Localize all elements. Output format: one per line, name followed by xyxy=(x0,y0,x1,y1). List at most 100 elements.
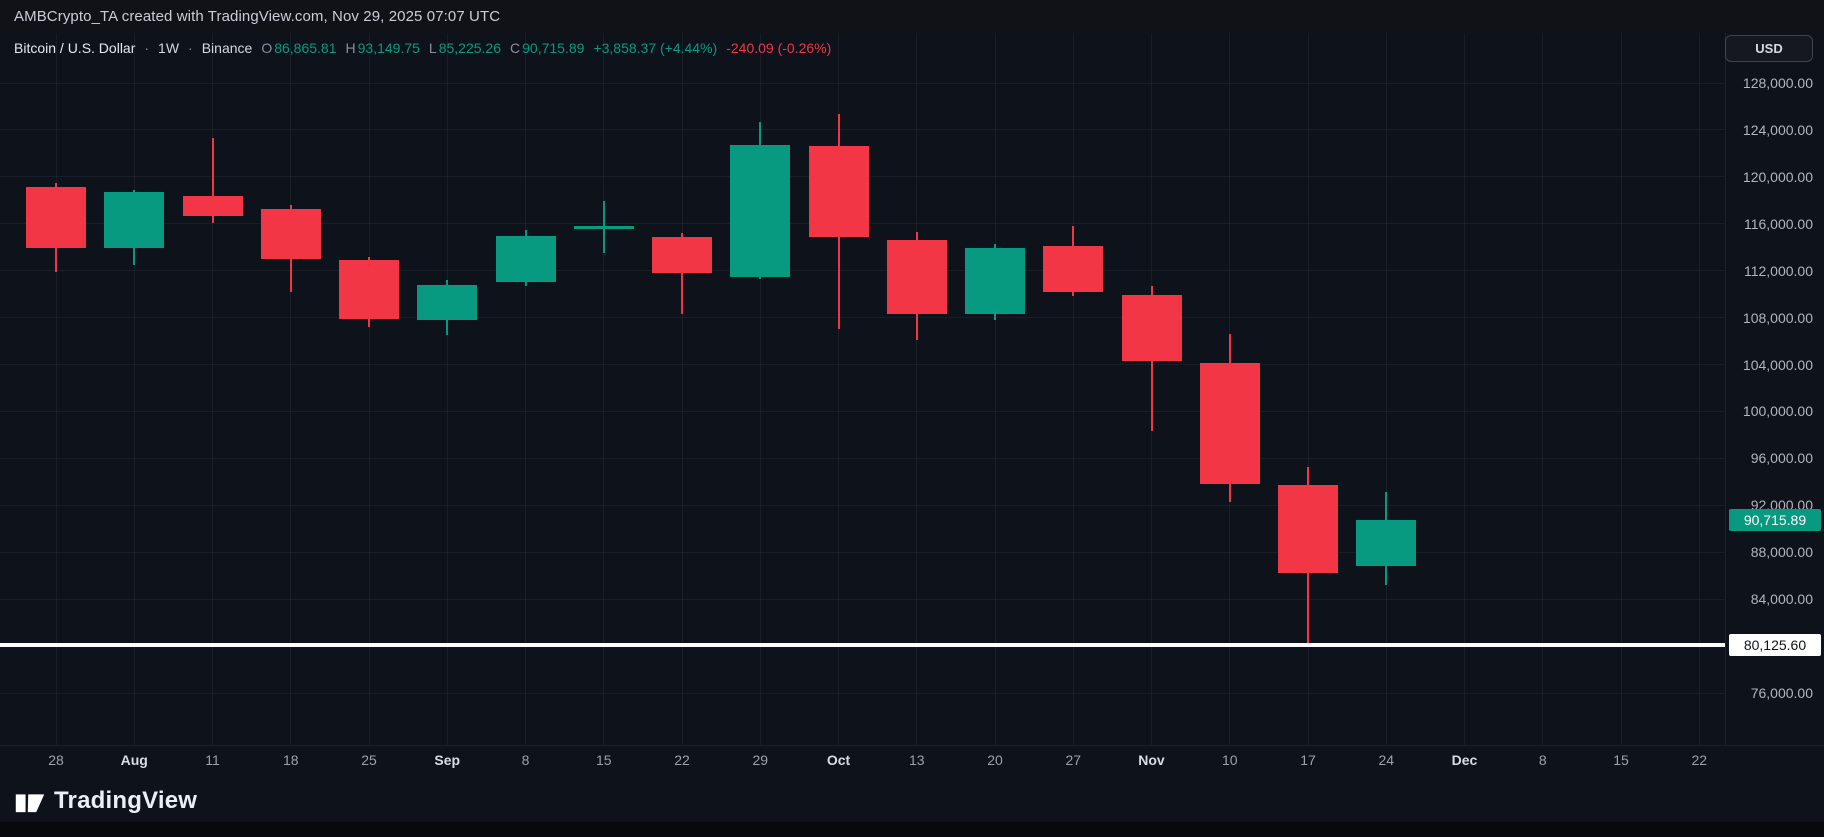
time-axis-label: Aug xyxy=(120,752,148,768)
horizontal-gridline xyxy=(0,129,1725,131)
price-axis-label: 108,000.00 xyxy=(1742,309,1813,326)
price-axis-label: 84,000.00 xyxy=(1750,591,1813,608)
horizontal-gridline xyxy=(0,82,1725,84)
price-line-label: 80,125.60 xyxy=(1729,633,1821,656)
ohlc-close: C 90,715.89 xyxy=(510,40,584,56)
time-axis-label: Oct xyxy=(826,752,851,768)
vertical-gridline xyxy=(1307,33,1309,745)
low-value: 85,225.26 xyxy=(438,40,502,56)
time-axis-label: 18 xyxy=(282,752,299,768)
price-axis-label: 104,000.00 xyxy=(1742,356,1813,373)
time-axis[interactable]: 28 Aug 11 18 25 Sep 8 15 22 29 Oct 13 20 27 Nov 10 17 24 D… xyxy=(0,745,1824,775)
high-value: 93,149.75 xyxy=(357,40,420,56)
open-value: 86,865.81 xyxy=(274,40,337,56)
symbol-name[interactable]: Bitcoin / U.S. Dollar xyxy=(14,40,136,56)
time-axis-label: 20 xyxy=(987,752,1003,768)
currency-selector-button[interactable]: USD xyxy=(1725,35,1813,62)
candle-body xyxy=(260,208,321,259)
horizontal-gridline xyxy=(0,317,1725,319)
vertical-gridline xyxy=(1385,33,1387,745)
vertical-gridline xyxy=(368,33,370,745)
tradingview-wordmark: TradingView xyxy=(54,787,198,814)
candle-body xyxy=(652,236,712,274)
candle-body xyxy=(965,248,1025,315)
time-axis-label: 17 xyxy=(1300,752,1316,768)
chart-plot-area[interactable] xyxy=(0,33,1725,745)
vertical-gridline xyxy=(1620,33,1622,745)
ohlc-low: L 85,225.26 xyxy=(429,40,501,56)
bottom-strip xyxy=(0,822,1824,837)
price-axis-label: 124,000.00 xyxy=(1742,121,1813,138)
vertical-gridline xyxy=(681,33,683,745)
attribution-text: AMBCrypto_TA created with TradingView.co… xyxy=(14,8,501,25)
horizontal-gridline xyxy=(0,270,1725,272)
price-axis-label: 88,000.00 xyxy=(1750,544,1813,561)
time-axis-label: 24 xyxy=(1378,752,1395,768)
candle-wick xyxy=(211,138,214,223)
price-axis-label: 128,000.00 xyxy=(1742,75,1813,91)
candle-body xyxy=(495,235,556,283)
price-axis-label: 76,000.00 xyxy=(1750,685,1813,701)
interval-label[interactable]: 1W xyxy=(158,40,180,56)
price-axis-label: 92,000.00 xyxy=(1750,497,1813,514)
separator-dot: · xyxy=(144,40,150,56)
time-axis-label: 15 xyxy=(1613,752,1629,768)
ohlc-high: H 93,149.75 xyxy=(346,40,420,56)
last-price-label: 90,715.89 xyxy=(1729,509,1821,532)
vertical-gridline xyxy=(133,33,135,745)
vertical-gridline xyxy=(212,33,213,745)
vertical-gridline xyxy=(525,33,526,745)
candle-body xyxy=(1043,246,1104,292)
close-label: C xyxy=(510,40,521,56)
price-axis-label: 100,000.00 xyxy=(1742,403,1813,420)
horizontal-gridline xyxy=(0,410,1725,412)
low-label: L xyxy=(428,40,437,56)
high-label: H xyxy=(345,40,356,56)
time-axis-label: Dec xyxy=(1451,752,1478,768)
vertical-gridline xyxy=(1698,33,1700,745)
vertical-gridline xyxy=(994,33,996,745)
time-axis-label: 8 xyxy=(521,752,530,768)
candle-body xyxy=(808,146,869,237)
time-axis-label: 22 xyxy=(674,752,690,768)
horizontal-gridline xyxy=(0,551,1725,553)
time-axis-label: 10 xyxy=(1221,752,1238,768)
time-axis-label: Sep xyxy=(434,752,461,768)
symbol-legend: Bitcoin / U.S. Dollar · 1W · Binance O 8… xyxy=(14,40,831,56)
time-axis-label: 22 xyxy=(1691,752,1708,768)
vertical-gridline xyxy=(55,33,57,745)
time-axis-label: 15 xyxy=(595,752,612,768)
time-axis-label: 29 xyxy=(752,752,769,768)
price-axis[interactable]: 128,000.00 124,000.00 120,000.00 116,000.00… xyxy=(1725,33,1824,745)
exchange-label: Binance xyxy=(201,40,253,56)
price-axis-label: 116,000.00 xyxy=(1743,215,1813,232)
vertical-gridline xyxy=(838,33,839,745)
tradingview-logo-icon xyxy=(15,793,45,812)
open-label: O xyxy=(261,40,273,56)
vertical-gridline xyxy=(916,33,918,745)
time-axis-label: 8 xyxy=(1538,752,1547,768)
change-secondary: -240.09 (-0.26%) xyxy=(726,40,832,56)
horizontal-gridline xyxy=(0,364,1725,366)
time-axis-label: 25 xyxy=(361,752,377,768)
horizontal-gridline xyxy=(0,457,1725,459)
candle-wick xyxy=(681,233,683,315)
candle-body xyxy=(26,187,86,249)
vertical-gridline xyxy=(1072,33,1074,745)
price-axis-label: 112,000.00 xyxy=(1743,262,1813,279)
time-axis-label: 28 xyxy=(48,752,64,768)
tradingview-attribution-link[interactable]: TradingView xyxy=(14,781,197,821)
time-axis-label: 27 xyxy=(1065,752,1082,768)
attribution-bar: AMBCrypto_TA created with TradingView.co… xyxy=(0,0,1824,33)
candle-body xyxy=(1278,485,1338,574)
candle-body xyxy=(573,226,634,229)
close-value: 90,715.89 xyxy=(522,40,585,56)
candle-body xyxy=(730,145,791,277)
separator-dot: · xyxy=(188,40,193,56)
horizontal-price-line[interactable] xyxy=(0,642,1725,647)
horizontal-gridline xyxy=(0,504,1725,506)
change-primary: +3,858.37 (+4.44%) xyxy=(593,40,718,56)
candle-body xyxy=(1356,520,1417,566)
vertical-gridline xyxy=(1464,33,1465,745)
